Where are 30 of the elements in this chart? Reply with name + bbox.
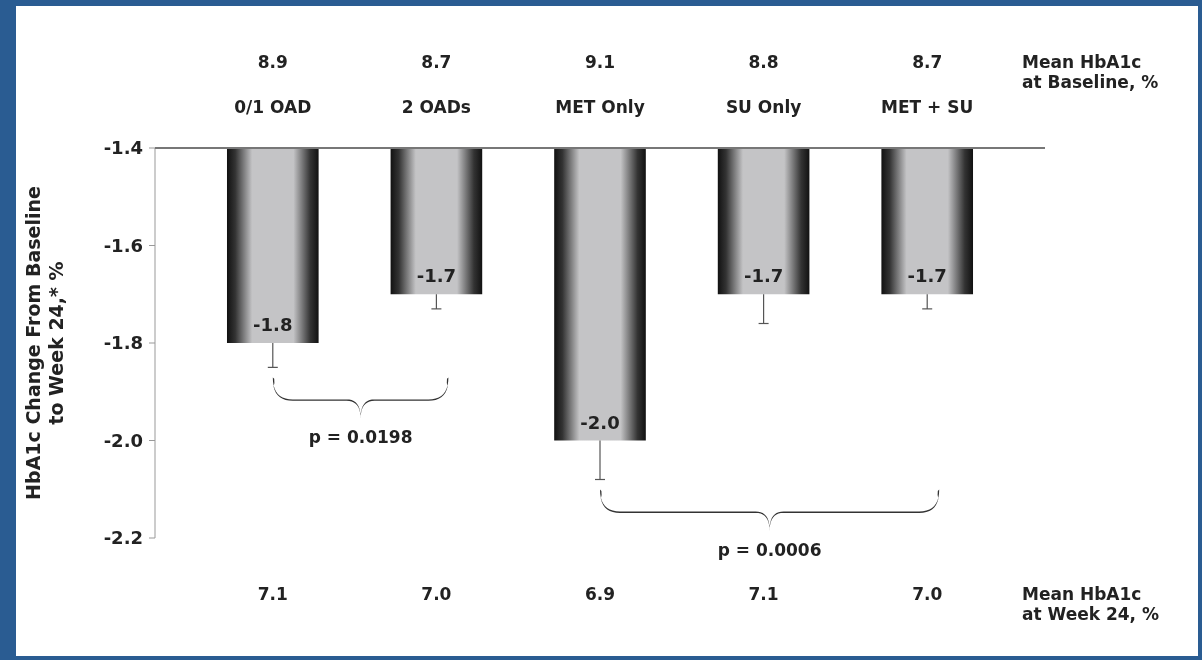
y-axis-title: HbA1c Change From Baseline to Week 24,* % (22, 186, 67, 500)
text: 7.0 (912, 584, 943, 604)
text: 9.1 (584, 52, 616, 72)
annotation: p = 0.0198 (308, 427, 413, 448)
y-tick-label: -1.6 (103, 234, 143, 256)
x-tick-label: MET + SU (881, 97, 974, 117)
text: Mean HbA1c at Baseline, % (1022, 52, 1159, 93)
text: 7.1 (748, 584, 779, 604)
data-label: -2.0 (580, 411, 620, 433)
text: Mean HbA1c at Week 24, % (1022, 584, 1160, 625)
x-tick-label: 0/1 OAD (234, 97, 312, 117)
text: 8.7 (421, 52, 452, 72)
data-label: -1.7 (743, 265, 784, 287)
x-tick-label: MET Only (555, 97, 645, 117)
data-label: -1.7 (907, 265, 947, 287)
data-label: -1.7 (416, 265, 457, 287)
x-tick-label: 2 OADs (401, 97, 471, 117)
y-tick-label: -2.2 (103, 527, 143, 549)
y-tick-label: -2.0 (103, 429, 143, 451)
text: 8.8 (748, 52, 779, 72)
text: 6.9 (584, 584, 616, 604)
text: 7.0 (421, 584, 452, 604)
y-tick-label: -1.4 (103, 137, 143, 159)
text: 8.7 (912, 52, 943, 72)
y-tick-label: -1.8 (103, 332, 143, 354)
data-label: -1.8 (253, 314, 293, 335)
x-tick-label: SU Only (725, 97, 802, 117)
text: 8.9 (257, 52, 288, 72)
text: 7.1 (257, 584, 288, 604)
text: p = 0.0006 (717, 539, 822, 560)
